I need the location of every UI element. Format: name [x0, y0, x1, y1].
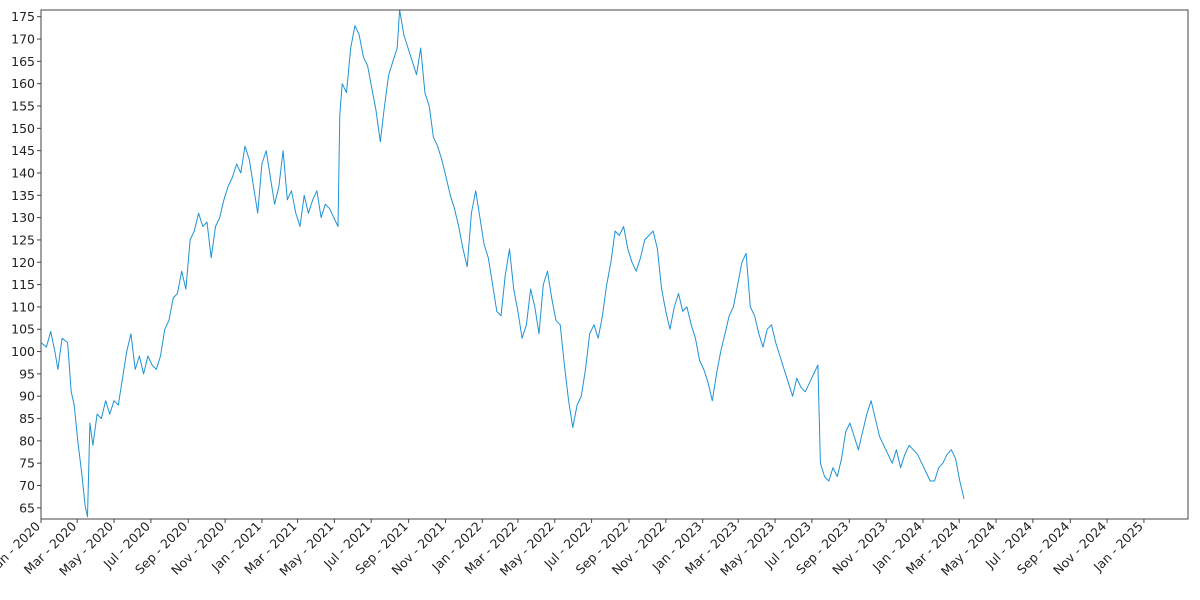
y-tick-label: 80 [19, 433, 35, 448]
y-tick-label: 150 [11, 121, 35, 136]
y-tick-label: 145 [11, 143, 35, 158]
y-tick-label: 125 [11, 232, 35, 247]
y-tick-label: 130 [11, 210, 35, 225]
y-tick-label: 155 [11, 98, 35, 113]
y-tick-label: 175 [11, 9, 35, 24]
y-tick-label: 110 [11, 299, 35, 314]
y-tick-label: 170 [11, 32, 35, 47]
y-tick-label: 70 [19, 478, 35, 493]
y-tick-label: 135 [11, 188, 35, 203]
y-tick-label: 140 [11, 165, 35, 180]
y-tick-label: 85 [19, 411, 35, 426]
y-tick-label: 160 [11, 76, 35, 91]
y-tick-label: 120 [11, 255, 35, 270]
y-tick-label: 100 [11, 344, 35, 359]
y-tick-label: 65 [19, 500, 35, 515]
plot-frame [40, 9, 1189, 520]
y-tick-label: 115 [11, 277, 35, 292]
y-tick-label: 165 [11, 54, 35, 69]
y-tick-label: 75 [19, 456, 35, 471]
series-layer [40, 9, 965, 518]
y-axis: 65 70 75 80 85 90 95 100 105 110 115 120 125 130 135 14… [11, 9, 41, 515]
y-tick-label: 90 [19, 389, 35, 404]
y-tick-label: 95 [19, 366, 35, 381]
y-tick-label: 105 [11, 322, 35, 337]
series-line [40, 9, 965, 518]
